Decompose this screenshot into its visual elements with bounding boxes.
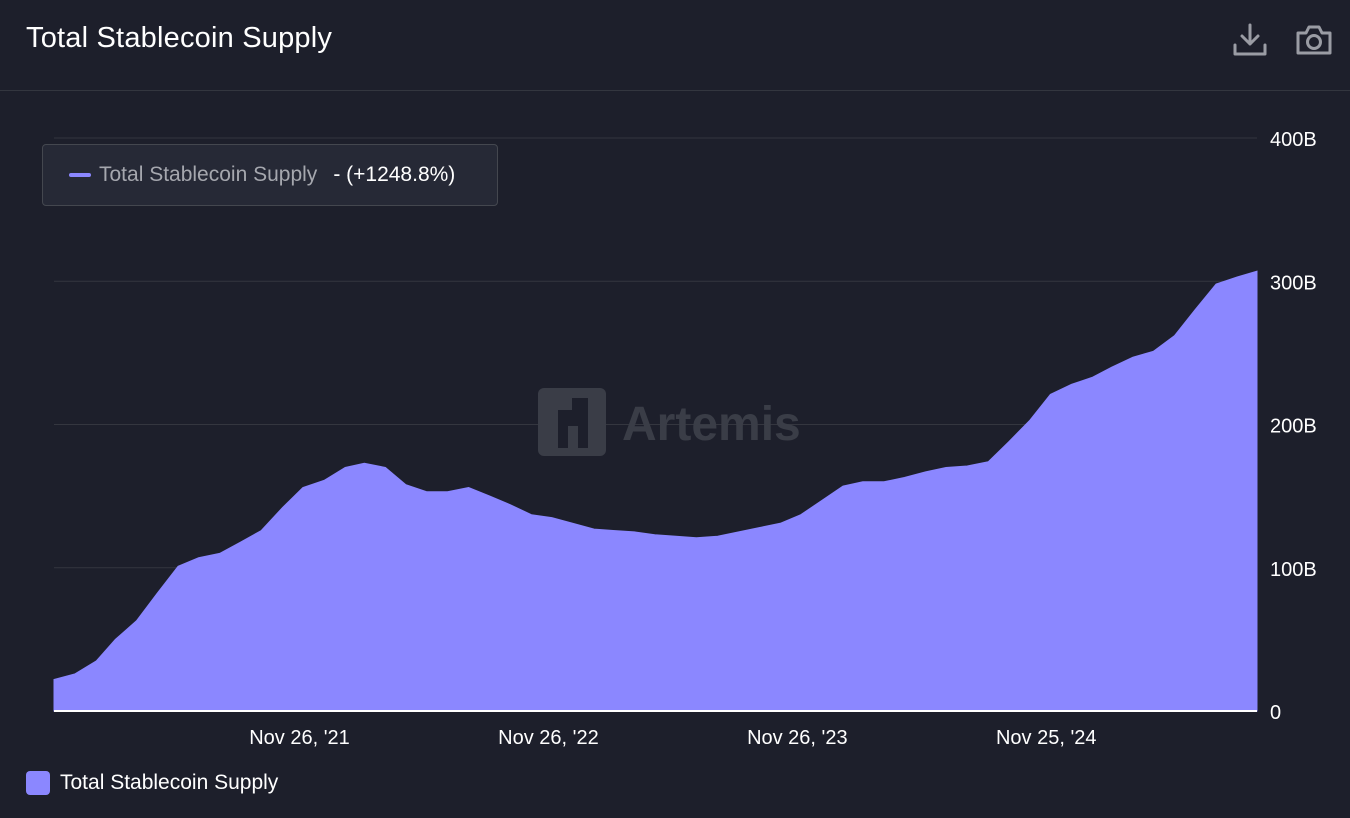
camera-icon xyxy=(1296,25,1332,55)
y-tick-label: 200B xyxy=(1270,416,1317,438)
download-icon xyxy=(1233,23,1267,56)
tooltip-series-swatch xyxy=(69,173,91,177)
series-area xyxy=(53,270,1258,712)
y-tick-label: 400B xyxy=(1270,129,1317,151)
screenshot-button[interactable] xyxy=(1292,18,1336,62)
download-button[interactable] xyxy=(1228,18,1272,62)
legend-swatch xyxy=(26,771,50,795)
tooltip-value: - (+1248.8%) xyxy=(333,163,456,186)
x-tick-label: Nov 26, '21 xyxy=(249,727,350,749)
chart-title: Total Stablecoin Supply xyxy=(26,22,333,54)
chart-header: Total Stablecoin Supply xyxy=(0,0,1350,91)
y-tick-label: 300B xyxy=(1270,272,1317,294)
tooltip-series-name: Total Stablecoin Supply xyxy=(99,163,318,186)
x-tick-label: Nov 26, '23 xyxy=(747,727,848,749)
hover-tooltip: Total Stablecoin Supply - (+1248.8%) xyxy=(42,144,498,206)
x-tick-label: Nov 26, '22 xyxy=(498,727,599,749)
x-tick-label: Nov 25, '24 xyxy=(996,727,1097,749)
legend-label: Total Stablecoin Supply xyxy=(60,771,279,794)
watermark-text: Artemis xyxy=(622,398,801,451)
watermark: Artemis xyxy=(538,388,801,456)
y-tick-label: 100B xyxy=(1270,559,1317,581)
y-tick-label: 0 xyxy=(1270,702,1281,724)
chart-legend[interactable]: Total Stablecoin Supply xyxy=(26,770,278,796)
